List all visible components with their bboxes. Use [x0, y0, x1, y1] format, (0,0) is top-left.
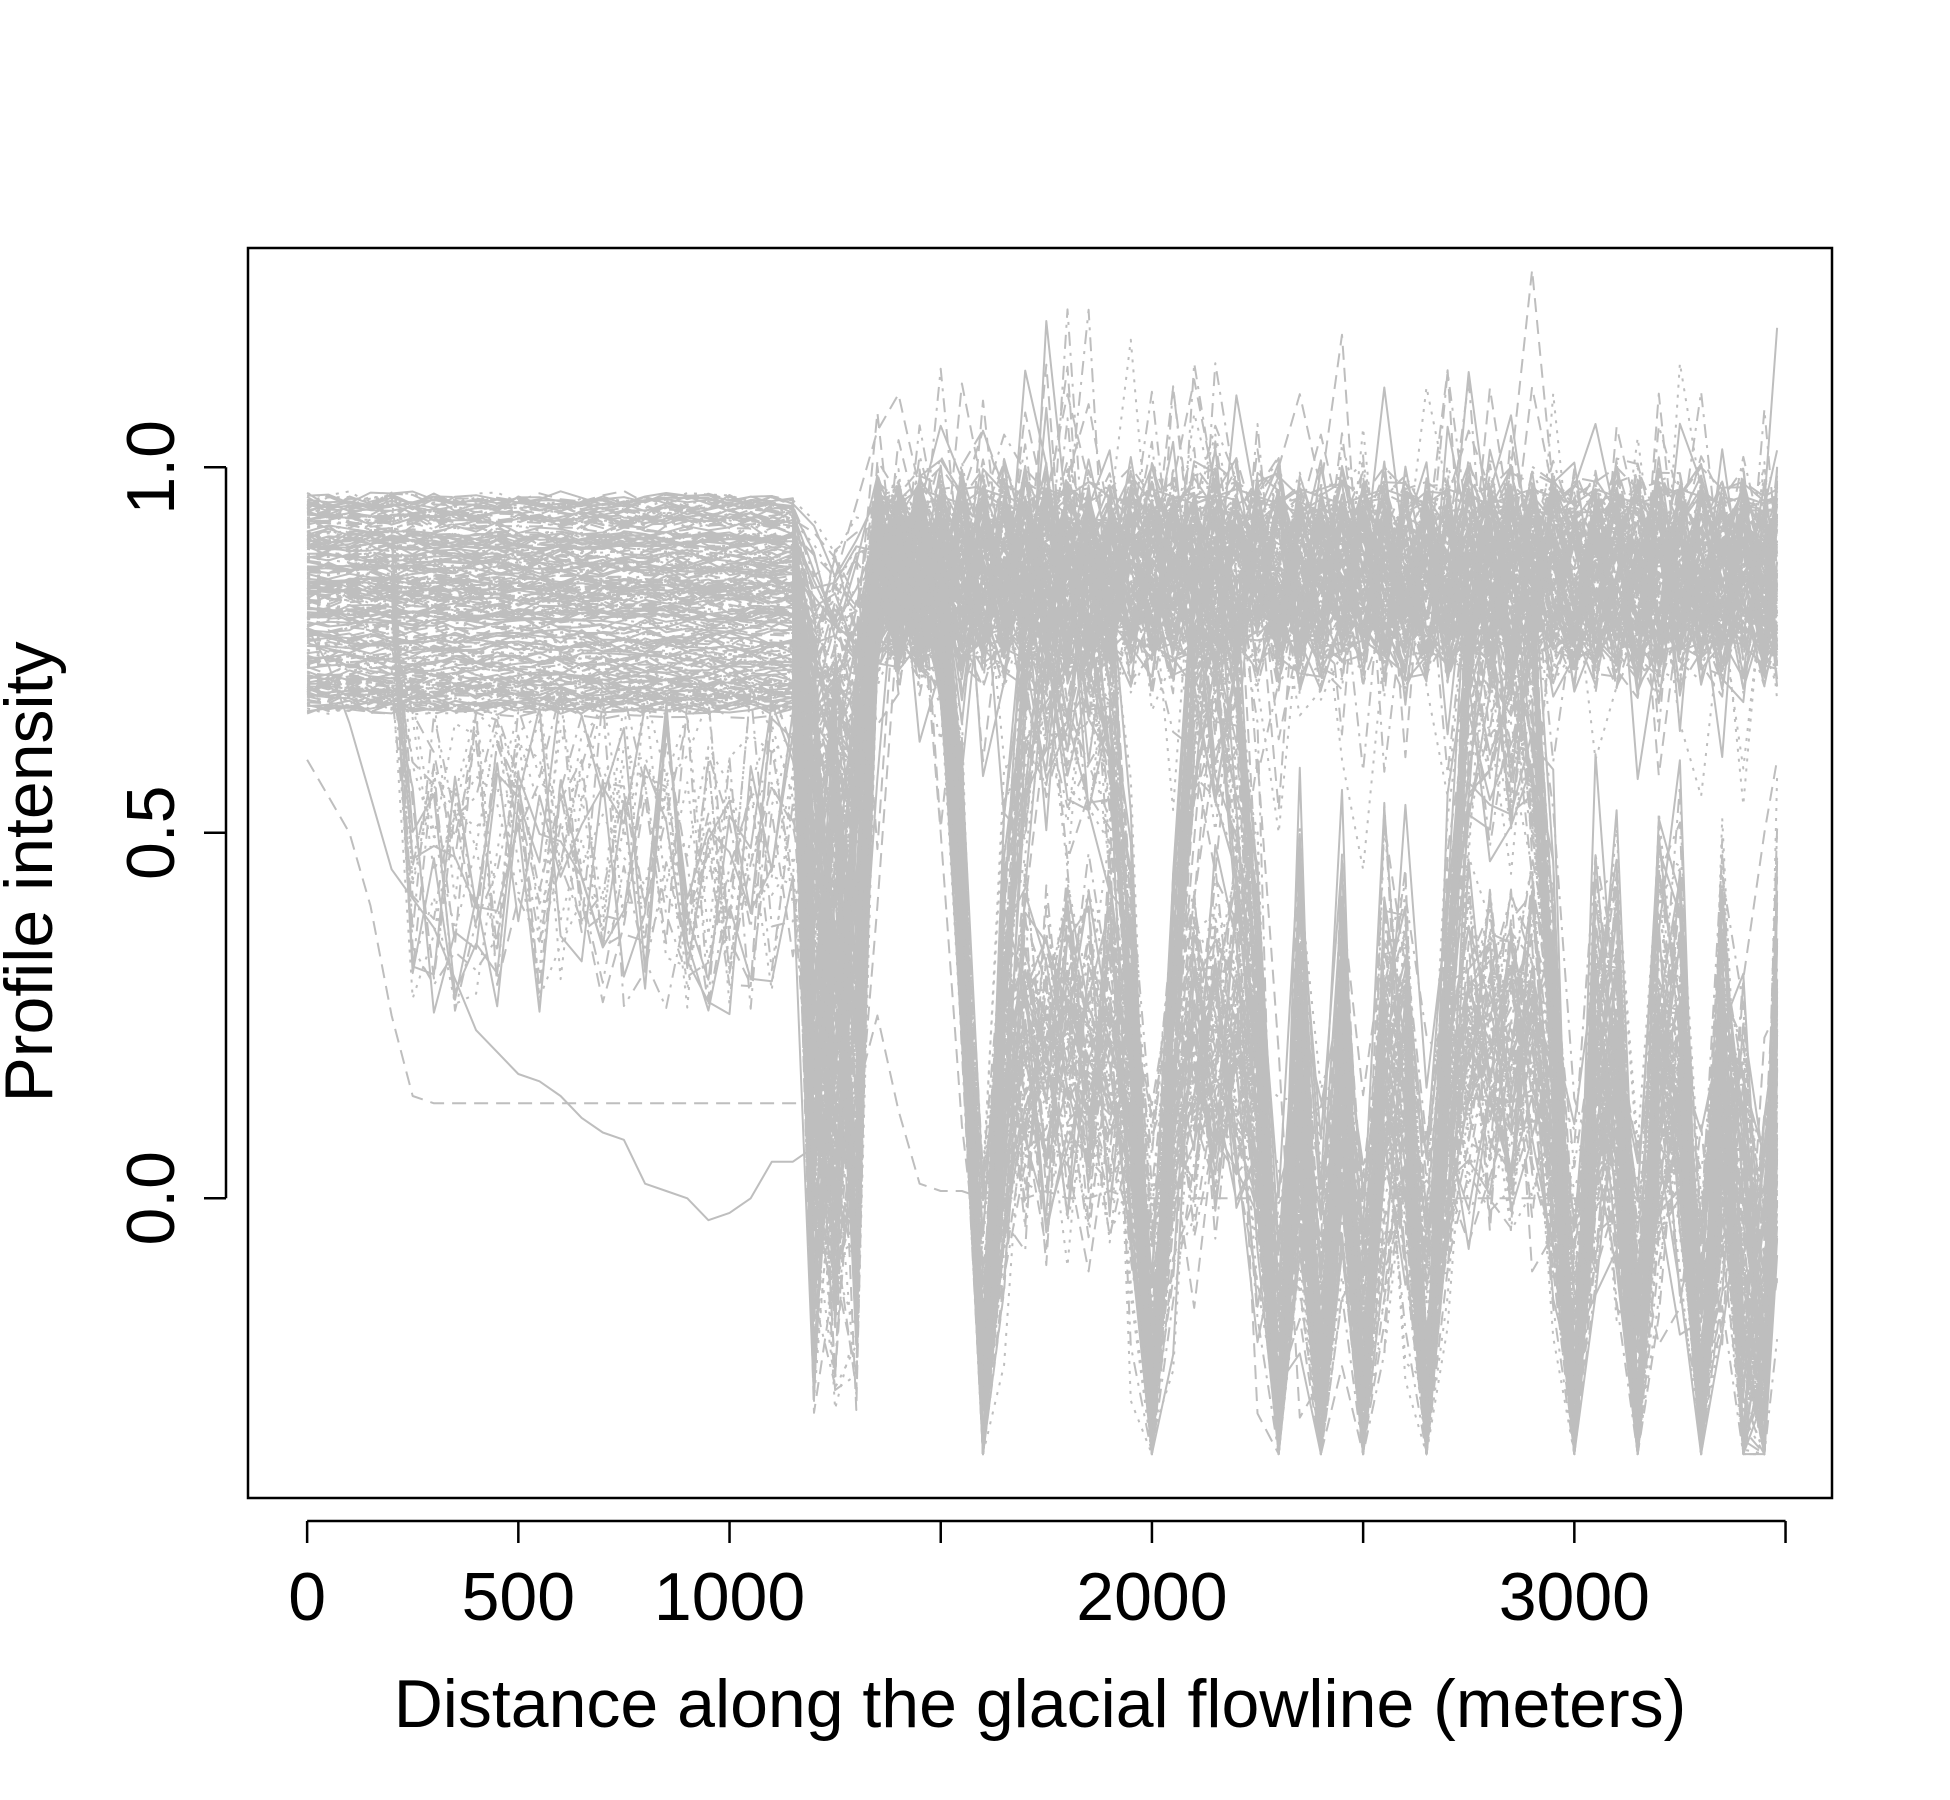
- profile-line-201: [306, 495, 1779, 1456]
- profile-line-243: [306, 482, 1779, 1456]
- profile-line-257: [306, 524, 1778, 1222]
- profile-line-200: [307, 546, 1779, 1456]
- profile-line-228: [306, 486, 1779, 686]
- x-tick-label-0: 0: [288, 1559, 326, 1635]
- profile-line-25: [306, 512, 1779, 1456]
- profile-line-181: [307, 534, 1779, 1456]
- profile-line-232: [306, 498, 1779, 1456]
- profile-line-225: [306, 525, 1779, 1456]
- profile-line-227: [307, 511, 1779, 1456]
- y-tick-label-0: 0.0: [113, 1151, 189, 1246]
- profile-line-87: [306, 555, 1779, 1456]
- y-tick-label-1: 0.5: [113, 786, 189, 881]
- profile-line-247: [306, 565, 1779, 1456]
- series-layer: [306, 268, 1779, 1456]
- profile-line-234: [307, 528, 1779, 1456]
- profile-line-175: [306, 507, 1779, 1456]
- profile-line-74: [306, 499, 1779, 1456]
- profile-line-229: [307, 492, 1779, 1456]
- x-tick-label-2000: 2000: [1076, 1559, 1227, 1635]
- profile-line-245: [306, 411, 1779, 689]
- profile-line-254: [306, 480, 1778, 578]
- profile-line-223: [306, 502, 1779, 1456]
- axes-layer: 0 500 1000 2000 3000 0.0 0.5 1.0: [113, 420, 1787, 1635]
- profile-line-53: [306, 506, 1779, 1456]
- profile-line-258: [306, 759, 1778, 1200]
- profile-line-236: [306, 483, 1779, 1456]
- profile-line-62: [306, 479, 1779, 691]
- profile-line-242: [307, 472, 1779, 770]
- profile-line-189: [306, 440, 1779, 803]
- profile-line-224: [307, 502, 1779, 1456]
- profile-line-37: [306, 541, 1779, 1456]
- x-tick-label-500: 500: [462, 1559, 575, 1635]
- profile-line-210: [306, 533, 1779, 1456]
- profile-line-171: [306, 496, 1779, 724]
- x-axis-label: Distance along the glacial flowline (met…: [394, 1666, 1687, 1742]
- profile-line-251: [306, 526, 1779, 1456]
- profile-line-253: [307, 570, 1779, 1456]
- y-axis-label: Profile intensity: [0, 641, 67, 1102]
- profile-line-231: [306, 511, 1779, 1456]
- profile-line-179: [307, 379, 1779, 773]
- x-tick-label-1000: 1000: [654, 1559, 805, 1635]
- profile-line-146: [307, 427, 1779, 742]
- profile-line-222: [306, 517, 1779, 1456]
- y-tick-label-2: 1.0: [113, 420, 189, 515]
- profile-line-182: [306, 362, 1779, 742]
- profile-line-256: [306, 524, 1779, 871]
- profile-line-252: [307, 521, 1779, 1456]
- x-tick-label-3000: 3000: [1499, 1559, 1650, 1635]
- profile-line-206: [306, 469, 1779, 712]
- profile-line-246: [307, 460, 1779, 1092]
- profile-line-123: [307, 496, 1779, 1456]
- profile-line-198: [307, 556, 1779, 1456]
- profile-line-209: [306, 488, 1779, 818]
- profile-line-178: [306, 501, 1779, 1456]
- profile-line-248: [307, 450, 1779, 752]
- profile-line-150: [306, 551, 1779, 1456]
- profile-line-184: [306, 528, 1779, 1456]
- profile-line-161: [306, 475, 1779, 697]
- profile-line-83: [306, 484, 1779, 1456]
- profile-line-194: [306, 392, 1779, 710]
- profile-line-233: [306, 471, 1779, 685]
- profile-line-216: [307, 460, 1779, 1081]
- profile-line-14: [306, 494, 1779, 1456]
- profile-line-213: [306, 462, 1779, 681]
- profile-line-151: [306, 543, 1779, 1456]
- profile-line-239: [306, 362, 1779, 786]
- profile-line-72: [307, 511, 1779, 1456]
- profile-line-111: [306, 464, 1779, 1376]
- profile-line-259: [306, 268, 1778, 578]
- profile-line-130: [306, 483, 1779, 1456]
- profile-line-190: [306, 436, 1779, 708]
- profile-line-47: [306, 503, 1779, 1456]
- profile-line-119: [307, 509, 1778, 1456]
- profile-line-214: [306, 534, 1779, 1456]
- profile-line-195: [306, 459, 1778, 719]
- plot-frame: [246, 246, 1834, 1500]
- profile-line-154: [306, 492, 1779, 1456]
